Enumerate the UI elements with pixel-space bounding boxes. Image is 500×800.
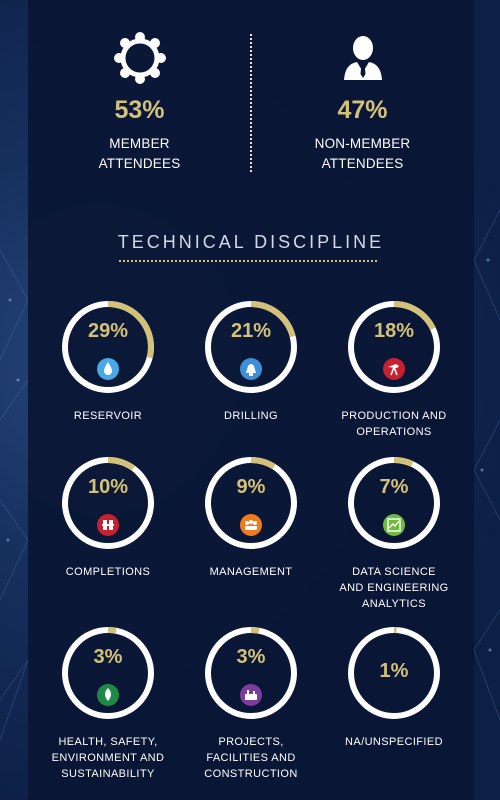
progress-ring	[204, 456, 298, 550]
discipline-percent: 3%	[236, 646, 266, 668]
discipline-percent: 21%	[230, 320, 272, 342]
discipline-label: DRILLING	[224, 410, 278, 422]
discipline-hse: 3% HEALTH, SAFETY, ENVIRONMENT AND SUSTA…	[38, 626, 178, 800]
discipline-percent: 10%	[87, 476, 129, 498]
member-attendees: 53% MEMBER ATTENDEES	[28, 0, 251, 180]
facilities-icon	[240, 684, 262, 706]
discipline-percent: 18%	[373, 320, 415, 342]
discipline-reservoir: 29% RESERVOIR	[38, 300, 178, 480]
member-label: MEMBER ATTENDEES	[98, 136, 181, 171]
progress-ring	[61, 456, 155, 550]
progress-ring	[61, 300, 155, 394]
vertical-divider	[250, 34, 252, 172]
member-network-icon	[110, 28, 170, 88]
discipline-management: 9% MANAGEMENT	[181, 456, 321, 636]
discipline-label: COMPLETIONS	[65, 566, 151, 578]
completions-icon	[97, 514, 119, 536]
discipline-label: PROJECTS, FACILITIES AND CONSTRUCTION	[204, 736, 298, 780]
non-member-percent: 47%	[337, 96, 388, 124]
infographic-panel: 53% MEMBER ATTENDEES 47% NON-MEMBER ATTE…	[28, 0, 474, 800]
reservoir-drop-icon	[97, 358, 119, 380]
discipline-unspecified: 1% NA/UNSPECIFIED	[324, 626, 464, 800]
member-percent: 53%	[114, 96, 165, 124]
progress-ring	[61, 626, 155, 720]
discipline-label: NA/UNSPECIFIED	[345, 736, 443, 748]
progress-ring	[347, 456, 441, 550]
discipline-percent: 3%	[93, 646, 123, 668]
discipline-production: 18% PRODUCTION AND OPERATIONS	[324, 300, 464, 480]
discipline-facilities: 3% PROJECTS, FACILITIES AND CONSTRUCTION	[181, 626, 321, 800]
progress-ring	[347, 626, 441, 720]
progress-ring	[204, 626, 298, 720]
data-chart-icon	[383, 514, 405, 536]
discipline-percent: 7%	[379, 476, 409, 498]
discipline-data-science: 7% DATA SCIENCE AND ENGINEERING ANALYTIC…	[324, 456, 464, 636]
discipline-percent: 29%	[87, 320, 129, 342]
discipline-label: RESERVOIR	[73, 410, 143, 422]
discipline-drilling: 21% DRILLING	[181, 300, 321, 480]
discipline-label: HEALTH, SAFETY, ENVIRONMENT AND SUSTAINA…	[51, 736, 165, 780]
progress-ring	[204, 300, 298, 394]
management-people-icon	[240, 514, 262, 536]
production-pump-icon	[383, 358, 405, 380]
discipline-percent: 9%	[236, 476, 266, 498]
non-member-label: NON-MEMBER ATTENDEES	[314, 136, 411, 171]
section-title: TECHNICAL DISCIPLINE	[117, 232, 385, 252]
non-member-attendees: 47% NON-MEMBER ATTENDEES	[251, 0, 474, 180]
progress-ring	[347, 300, 441, 394]
discipline-completions: 10% COMPLETIONS	[38, 456, 178, 636]
title-underline	[119, 260, 377, 262]
hse-leaf-icon	[97, 684, 119, 706]
discipline-label: PRODUCTION AND OPERATIONS	[341, 410, 447, 438]
discipline-label: MANAGEMENT	[209, 566, 293, 578]
discipline-percent: 1%	[379, 660, 409, 682]
discipline-label: DATA SCIENCE AND ENGINEERING ANALYTICS	[339, 566, 449, 610]
drilling-bell-icon	[240, 358, 262, 380]
person-icon	[333, 28, 393, 88]
